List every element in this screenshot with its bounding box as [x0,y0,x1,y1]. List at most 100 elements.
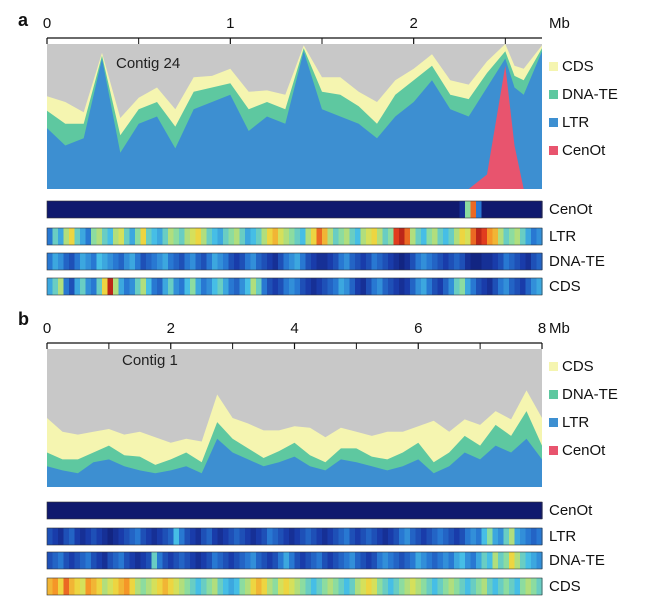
heat-cell [426,201,433,218]
heat-cell [102,578,109,595]
x-unit-label: Mb [549,15,570,32]
heat-cell [327,578,334,595]
heat-cell [520,278,527,295]
heat-cell [470,253,477,270]
heat-cell [85,201,92,218]
heat-cell [421,578,428,595]
track-label: DNA-TE [549,552,605,569]
heat-cell [294,578,301,595]
heat-cell [278,528,285,545]
heat-cell [421,253,428,270]
heat-cell [437,278,444,295]
heat-cell [371,201,378,218]
heat-cell [47,201,54,218]
heat-cell [124,502,131,519]
heat-cell [388,278,395,295]
heat-cell [195,228,202,245]
heat-cell [146,502,153,519]
heat-cell [432,228,439,245]
heat-cell [190,253,197,270]
heat-cell [311,552,318,569]
heat-cell [173,552,180,569]
heat-cell [289,528,296,545]
heat-cell [201,502,208,519]
heat-cell [69,278,76,295]
heat-cell [47,552,54,569]
heat-cell [525,528,532,545]
heat-cell [333,278,340,295]
x-tick-label: 8 [538,320,546,337]
heat-cell [168,528,175,545]
heat-cell [102,278,109,295]
heat-cell [113,228,120,245]
heat-cell [245,228,252,245]
heat-cell [69,502,76,519]
heat-cell [157,502,164,519]
heat-cell [327,201,334,218]
heat-cell [525,201,532,218]
heat-cell [399,253,406,270]
heat-cell [201,201,208,218]
heat-cell [250,578,257,595]
heat-cell [107,502,114,519]
heat-cell [410,502,417,519]
heat-cell [498,552,505,569]
heat-cell [371,228,378,245]
heat-cell [465,228,472,245]
heat-track-border [46,252,543,271]
heat-cell [382,552,389,569]
heat-cell [168,502,175,519]
heat-cell [432,201,439,218]
heat-cell [360,278,367,295]
heat-cell [454,201,461,218]
heat-cell [102,228,109,245]
heat-cell [168,552,175,569]
heat-cell [476,253,483,270]
heat-cell [470,201,477,218]
heat-cell [432,528,439,545]
heat-cell [487,228,494,245]
heat-cell [58,278,65,295]
heat-cell [129,552,136,569]
heat-cell [448,201,455,218]
heat-cell [366,528,373,545]
heat-cell [289,502,296,519]
heat-cell [498,578,505,595]
heat-cell [476,502,483,519]
heat-cell [316,253,323,270]
heat-cell [140,201,147,218]
heat-cell [443,278,450,295]
contig-label: Contig 24 [116,55,180,72]
heat-cell [267,228,274,245]
heat-cell [404,278,411,295]
heat-cell [91,228,98,245]
heat-cell [465,578,472,595]
heat-cell [327,502,334,519]
heat-cell [261,528,268,545]
heat-cell [316,201,323,218]
heat-cell [503,552,510,569]
heat-cell [278,552,285,569]
heat-cell [404,528,411,545]
heat-cell [470,528,477,545]
heat-cell [344,502,351,519]
heat-cell [305,502,312,519]
heat-cell [311,578,318,595]
heat-cell [300,201,307,218]
heat-cell [300,253,307,270]
heat-cell [289,253,296,270]
heat-cell [410,201,417,218]
heat-cell [415,578,422,595]
heat-cell [388,502,395,519]
heat-cell [179,253,186,270]
heat-cell [272,502,279,519]
heat-cell [520,253,527,270]
heat-cell [63,502,70,519]
heat-cell [206,528,213,545]
legend-swatch-dnate [549,90,558,99]
heat-cell [58,578,65,595]
heat-cell [470,552,477,569]
heat-cell [239,201,246,218]
heat-cell [393,578,400,595]
heat-cell [509,228,516,245]
